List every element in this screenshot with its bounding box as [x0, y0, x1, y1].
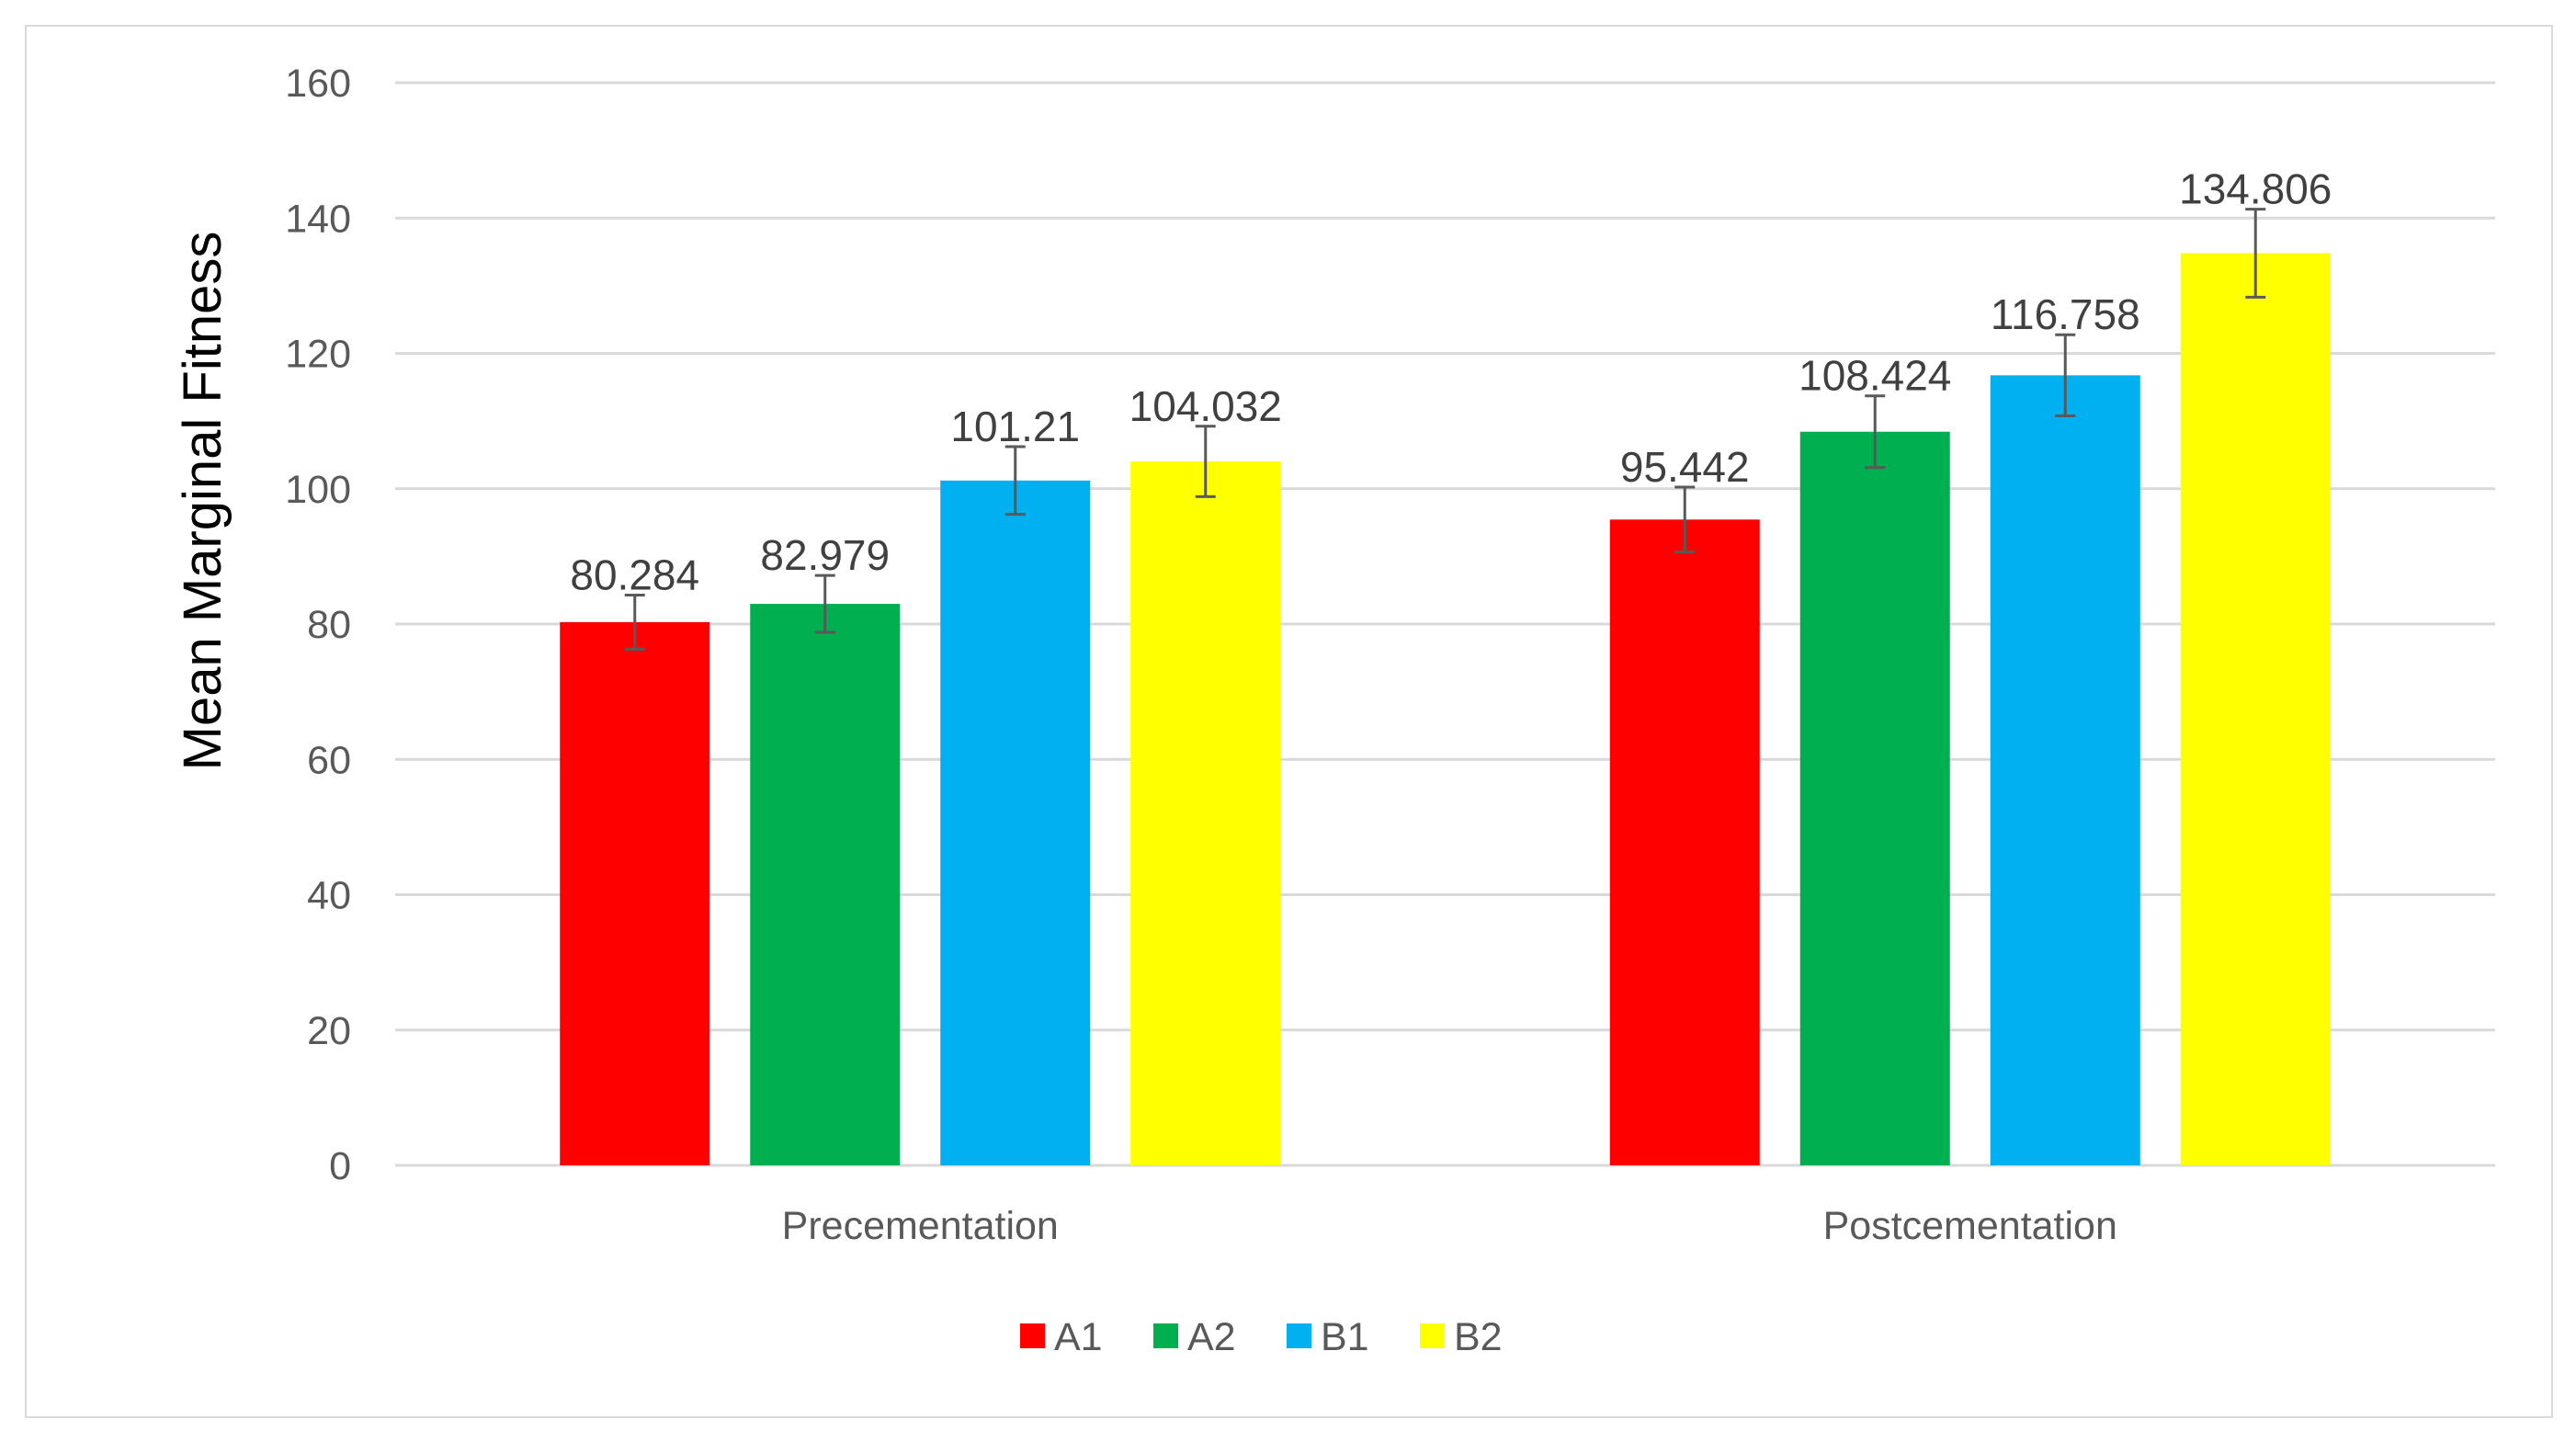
data-label: 80.284 [570, 551, 699, 598]
x-category-label: Precementation [782, 1204, 1059, 1248]
y-axis-title: Mean Marginal Fitness [173, 232, 233, 771]
data-label: 82.979 [760, 531, 890, 579]
y-tick-label: 100 [285, 468, 351, 512]
data-label: 95.442 [1620, 443, 1750, 491]
legend-label: B2 [1454, 1315, 1503, 1359]
bar [560, 621, 710, 1165]
legend-label: B1 [1321, 1315, 1369, 1359]
legend-swatch [1153, 1323, 1178, 1348]
y-tick-label: 0 [329, 1144, 351, 1188]
error-bars [624, 208, 2266, 651]
y-tick-label: 120 [285, 333, 351, 377]
bar [1799, 431, 1950, 1166]
legend-label: A1 [1054, 1315, 1103, 1359]
legend-swatch [1420, 1323, 1445, 1348]
legend-swatch [1020, 1323, 1045, 1348]
bars [560, 253, 2331, 1166]
data-label: 101.21 [950, 403, 1080, 450]
x-category-label: Postcementation [1823, 1204, 2117, 1248]
y-tick-label: 80 [307, 603, 351, 647]
data-labels: 80.284 82.979 101.21 104.032 95.442 108.424 11… [570, 165, 2332, 599]
bar [750, 604, 901, 1165]
bar [2180, 253, 2331, 1165]
data-label: 104.032 [1129, 382, 1282, 430]
bar [1990, 375, 2140, 1165]
data-label: 108.424 [1799, 352, 1951, 400]
legend-label: A2 [1187, 1315, 1236, 1359]
data-label: 116.758 [1991, 290, 2140, 338]
legend-swatch [1287, 1323, 1311, 1348]
bar [1609, 519, 1760, 1165]
y-tick-label: 40 [307, 874, 351, 918]
gridlines [395, 81, 2495, 1167]
y-tick-label: 20 [307, 1009, 351, 1053]
bar [940, 480, 1091, 1165]
y-tick-label: 140 [285, 197, 351, 241]
y-axis-ticks: 0 20 40 60 80 100 120 140 160 [285, 62, 351, 1188]
y-tick-label: 60 [307, 738, 351, 782]
y-tick-label: 160 [285, 62, 351, 106]
x-axis-categories: Precementation Postcementation [782, 1204, 2117, 1248]
data-label: 134.806 [2179, 165, 2332, 213]
bar [1130, 461, 1281, 1165]
legend: A1 A2 B1 B2 [1020, 1315, 1503, 1359]
